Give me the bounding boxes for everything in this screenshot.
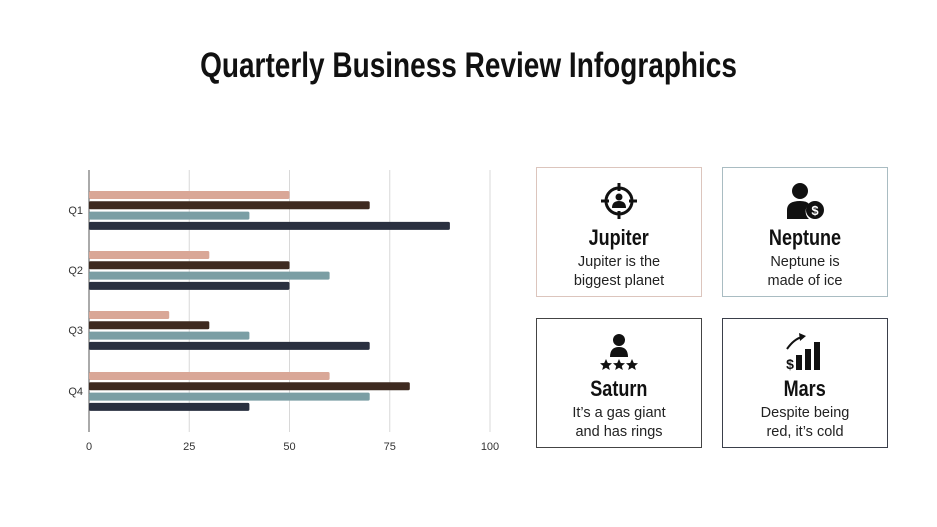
- bar: [89, 261, 290, 270]
- x-tick-label: 25: [183, 441, 195, 453]
- bar: [89, 321, 210, 330]
- bar: [89, 382, 410, 391]
- card-description: Neptune is made of ice: [767, 254, 843, 289]
- bar: [89, 271, 330, 280]
- bar: [89, 372, 330, 380]
- bar-chart: 0 25 50 75 100 Q1 Q2 Q3 Q4: [68, 170, 499, 453]
- card-saturn: Saturn It’s a gas giant and has rings: [536, 318, 702, 448]
- card-mars: $ Mars Despite being red, it’s cold: [722, 318, 888, 448]
- card-jupiter: Jupiter Jupiter is the biggest planet: [536, 167, 702, 297]
- user-rating-icon: [537, 332, 701, 372]
- y-tick-label: Q3: [68, 325, 83, 337]
- card-title: Jupiter: [588, 225, 650, 250]
- card-description: Jupiter is the biggest planet: [573, 254, 665, 289]
- x-tick-label: 75: [384, 441, 396, 453]
- user-dollar-icon: $: [723, 181, 887, 221]
- y-tick-label: Q4: [68, 386, 83, 398]
- y-tick-label: Q2: [68, 265, 83, 277]
- bar: [89, 221, 450, 230]
- card-description: Despite being red, it’s cold: [760, 405, 850, 440]
- bar: [89, 191, 290, 199]
- card-title: Saturn: [590, 376, 648, 401]
- bar: [89, 402, 250, 411]
- svg-text:$: $: [811, 203, 819, 218]
- page-title: Quarterly Business Review Infographics: [200, 46, 737, 85]
- bar: [89, 281, 290, 290]
- bar: [89, 201, 370, 210]
- card-neptune: $ Neptune Neptune is made of ice: [722, 167, 888, 297]
- card-description: It’s a gas giant and has rings: [572, 405, 666, 440]
- x-tick-label: 100: [481, 441, 499, 453]
- svg-text:$: $: [786, 356, 794, 371]
- x-tick-label: 50: [283, 441, 295, 453]
- bar: [89, 311, 170, 319]
- dollar-growth-icon: $: [723, 332, 887, 372]
- bar: [89, 392, 370, 401]
- bar: [89, 251, 210, 259]
- bar: [89, 331, 250, 340]
- card-title: Mars: [783, 376, 827, 401]
- bar: [89, 341, 370, 350]
- y-tick-label: Q1: [68, 205, 83, 217]
- bar: [89, 211, 250, 220]
- card-title: Neptune: [768, 225, 842, 250]
- target-user-icon: [537, 181, 701, 221]
- x-tick-label: 0: [86, 441, 92, 453]
